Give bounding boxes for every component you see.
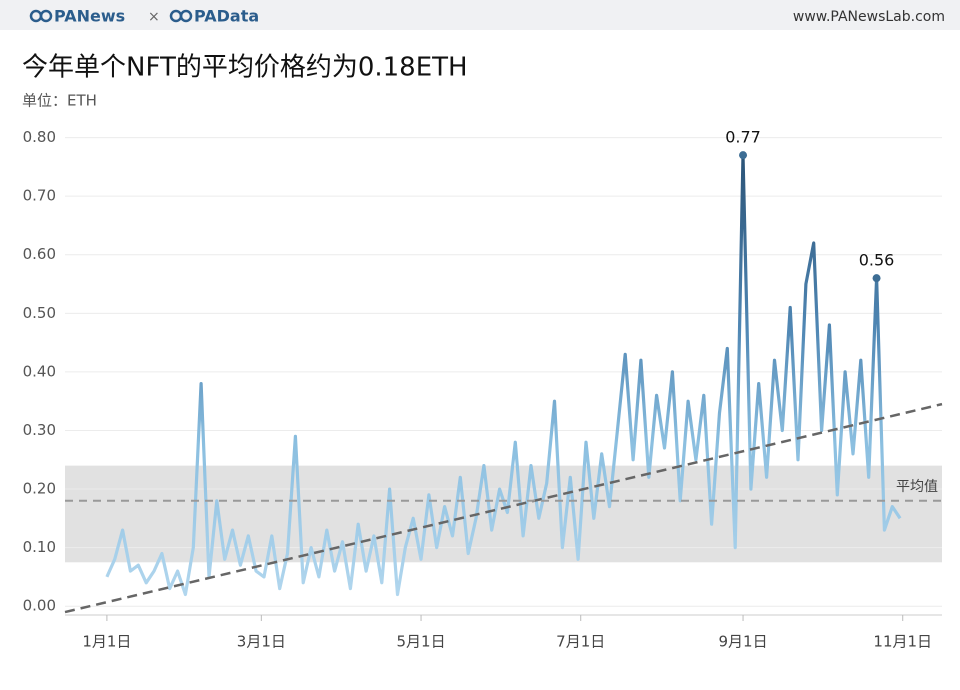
separator: × [148,9,160,25]
x-tick-label: 3月1日 [237,633,286,651]
chart-title: 今年单个NFT的平均价格约为0.18ETH [22,53,468,83]
y-tick-label: 0.00 [23,597,56,615]
x-tick-label: 9月1日 [718,633,767,651]
x-tick-label: 7月1日 [556,633,605,651]
x-tick-label: 11月1日 [873,633,932,651]
header-bar [0,0,960,30]
average-label: 平均值 [896,479,938,495]
trend-line [64,402,943,614]
logo: PAData [194,7,259,26]
y-tick-label: 0.70 [23,187,56,205]
y-tick-label: 0.10 [23,538,56,556]
y-tick-label: 0.80 [23,128,56,146]
logo: PANews [54,7,125,26]
x-tick-label: 5月1日 [396,633,445,651]
peak-dot [739,151,748,160]
y-tick-label: 0.50 [23,304,56,322]
peak-label: 0.56 [859,251,895,270]
logo-icon [29,9,193,23]
url: www.PANewsLab.com [793,9,945,25]
x-tick-label: 1月1日 [82,633,131,651]
y-tick-label: 0.60 [23,245,56,263]
y-tick-label: 0.40 [23,362,56,380]
peak-label: 0.77 [725,128,761,147]
peak-dot [872,274,881,283]
unit-label: 单位：ETH [22,92,97,110]
y-tick-label: 0.20 [23,480,56,498]
y-tick-label: 0.30 [23,421,56,439]
